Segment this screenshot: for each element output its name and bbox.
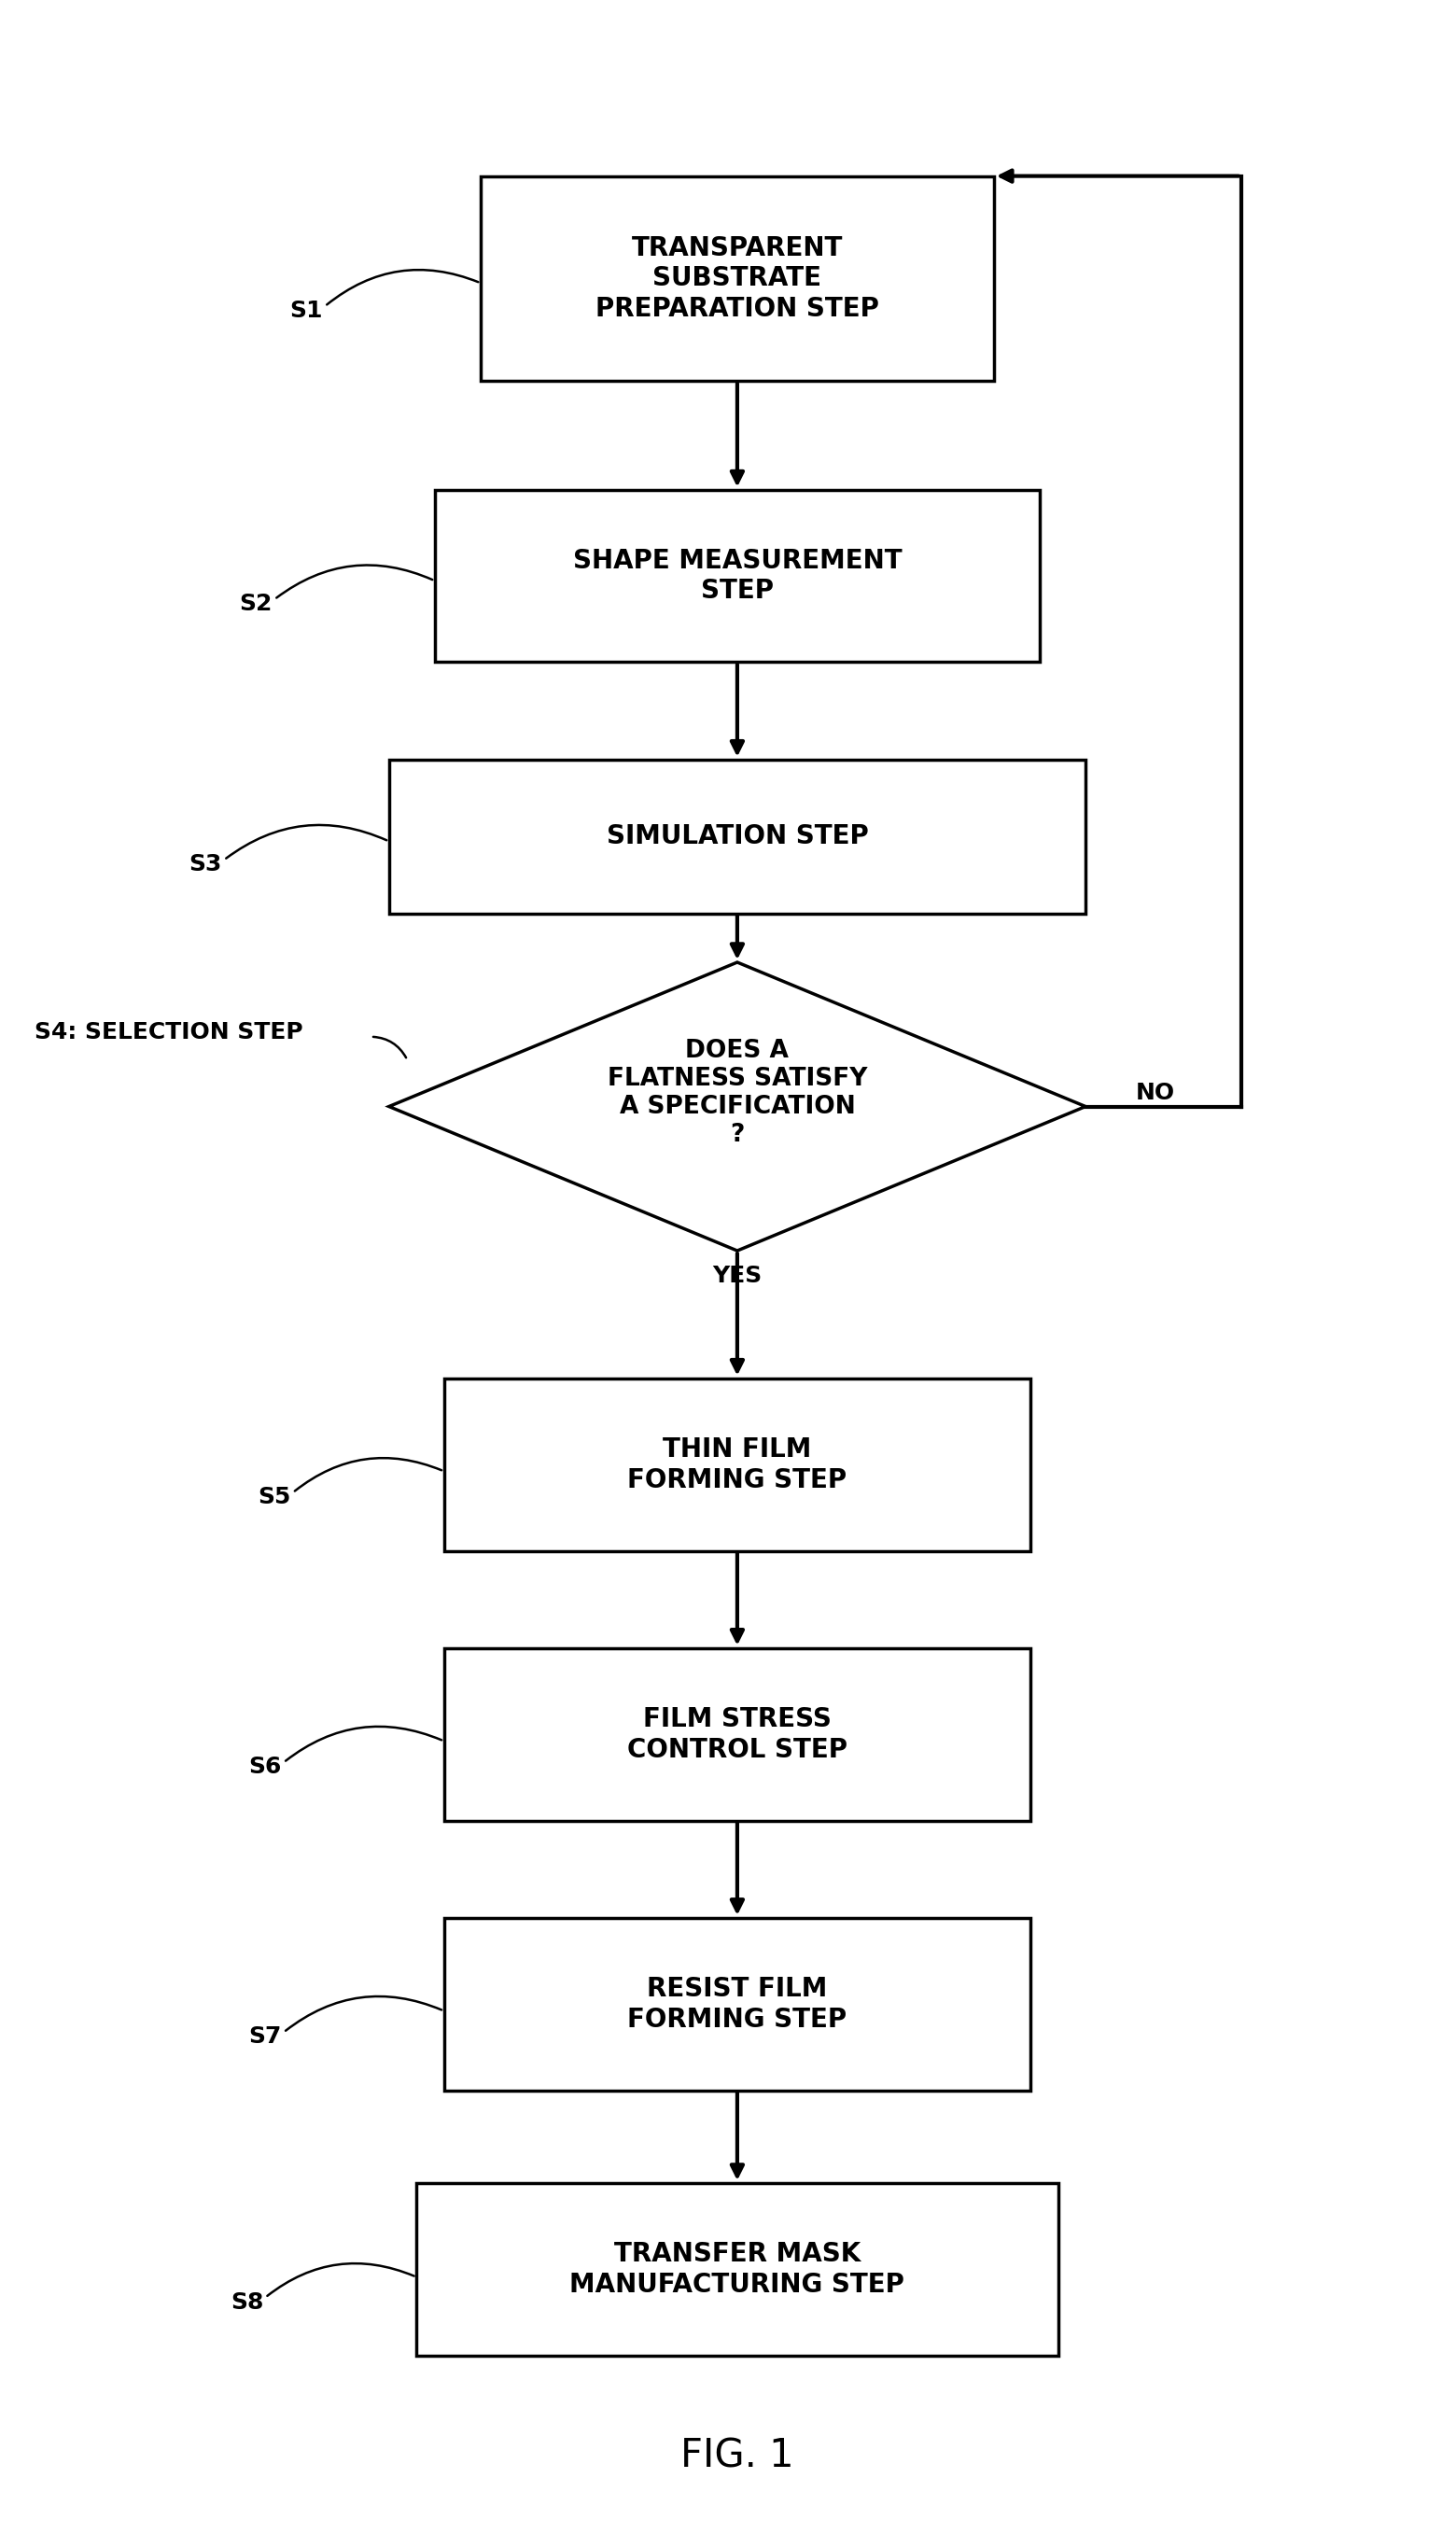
Text: S6: S6: [249, 1756, 282, 1779]
Text: S3: S3: [189, 854, 223, 877]
FancyBboxPatch shape: [444, 1918, 1031, 2091]
Text: S2: S2: [240, 593, 272, 616]
Text: RESIST FILM
FORMING STEP: RESIST FILM FORMING STEP: [628, 1977, 847, 2032]
Text: THIN FILM
FORMING STEP: THIN FILM FORMING STEP: [628, 1437, 847, 1493]
Text: DOES A
FLATNESS SATISFY
A SPECIFICATION
?: DOES A FLATNESS SATISFY A SPECIFICATION …: [607, 1039, 868, 1148]
Text: YES: YES: [712, 1264, 761, 1287]
Polygon shape: [389, 963, 1086, 1252]
Text: TRANSPARENT
SUBSTRATE
PREPARATION STEP: TRANSPARENT SUBSTRATE PREPARATION STEP: [596, 236, 879, 322]
Text: NO: NO: [1136, 1082, 1175, 1105]
Text: FILM STRESS
CONTROL STEP: FILM STRESS CONTROL STEP: [628, 1705, 847, 1764]
FancyBboxPatch shape: [444, 1650, 1031, 1819]
Text: S7: S7: [249, 2025, 282, 2047]
Text: S4: SELECTION STEP: S4: SELECTION STEP: [35, 1021, 303, 1044]
Text: S8: S8: [230, 2291, 264, 2314]
FancyBboxPatch shape: [480, 175, 994, 380]
Text: TRANSFER MASK
MANUFACTURING STEP: TRANSFER MASK MANUFACTURING STEP: [569, 2243, 904, 2298]
FancyBboxPatch shape: [389, 760, 1086, 912]
Text: FIG. 1: FIG. 1: [680, 2435, 794, 2476]
FancyBboxPatch shape: [444, 1378, 1031, 1551]
Text: S1: S1: [290, 299, 323, 322]
Text: S5: S5: [258, 1485, 291, 1508]
FancyBboxPatch shape: [435, 489, 1040, 661]
Text: SIMULATION STEP: SIMULATION STEP: [606, 824, 868, 849]
Text: SHAPE MEASUREMENT
STEP: SHAPE MEASUREMENT STEP: [572, 547, 901, 603]
FancyBboxPatch shape: [416, 2184, 1059, 2357]
